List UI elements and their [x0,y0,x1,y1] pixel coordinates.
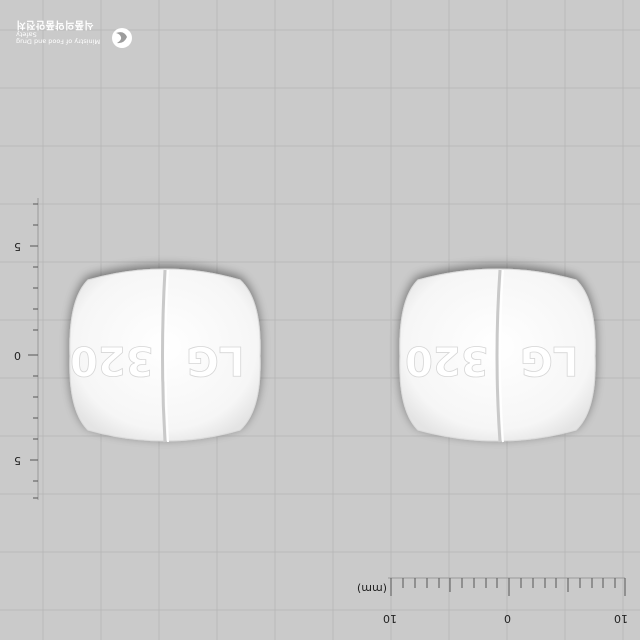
pill-left-imprint-number: 320 [70,337,154,383]
pill-right-imprint-number: 320 [405,337,489,383]
pill-tablet-right [399,268,596,443]
watermark-english: Ministry of Food and Drug Safety [16,29,101,46]
vertical-tick-label-bottom: 5 [14,454,21,467]
vertical-tick-label-middle: 0 [14,349,21,362]
vertical-ruler [28,198,39,500]
score-line [161,269,167,443]
score-line [495,269,502,443]
watermark-korean: 식품의약품안전처 [16,18,94,30]
horizontal-tick-label-middle: 0 [504,612,511,625]
watermark-text: Ministry of Food and Drug Safety 식품의약품안전… [16,18,108,46]
horizontal-ruler [388,577,626,596]
horizontal-tick-label-right: 10 [614,612,628,625]
pill-left-imprint-lg: LG [186,337,244,383]
pill-right-imprint-lg: LG [520,337,578,383]
pill-tablet-left [69,268,261,443]
mfds-emblem-icon [112,28,132,48]
ruler-unit-label: (mm) [357,582,387,595]
vertical-tick-label-top: 5 [14,240,21,253]
horizontal-tick-label-left: 10 [383,612,397,625]
